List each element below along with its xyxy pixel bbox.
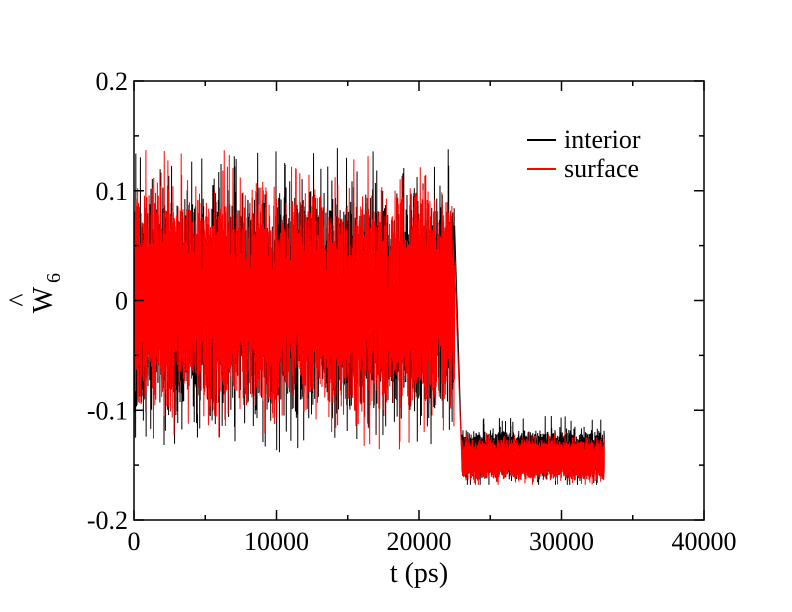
y-axis-label-subscript: 6 bbox=[43, 273, 65, 283]
y-tick-label: 0.2 bbox=[96, 67, 129, 96]
ticks-layer bbox=[133, 80, 705, 521]
series-line-surface bbox=[133, 150, 605, 485]
tick-labels: 0 10000 20000 30000 40000 -0.2 -0.1 0 0.1 0.2 bbox=[87, 67, 737, 556]
y-tick-label: 0.1 bbox=[96, 177, 129, 206]
y-axis-label: ^ W 6 bbox=[4, 273, 65, 313]
y-tick-label: -0.1 bbox=[87, 396, 128, 425]
x-tick-label: 40000 bbox=[672, 527, 737, 556]
x-tick-label: 30000 bbox=[529, 527, 594, 556]
y-axis-label-main: W bbox=[28, 286, 59, 313]
series-layer bbox=[133, 148, 605, 485]
x-tick-label: 20000 bbox=[387, 527, 452, 556]
legend-label-surface: surface bbox=[564, 154, 639, 183]
y-tick-label: 0 bbox=[115, 287, 128, 316]
x-tick-label: 0 bbox=[128, 527, 141, 556]
y-tick-label: -0.2 bbox=[87, 506, 128, 535]
x-axis-label: t (ps) bbox=[390, 558, 448, 589]
legend-label-interior: interior bbox=[564, 125, 641, 154]
x-tick-label: 10000 bbox=[244, 527, 309, 556]
legend: interior surface bbox=[527, 125, 641, 183]
y-axis-label-accent: ^ bbox=[4, 293, 35, 306]
